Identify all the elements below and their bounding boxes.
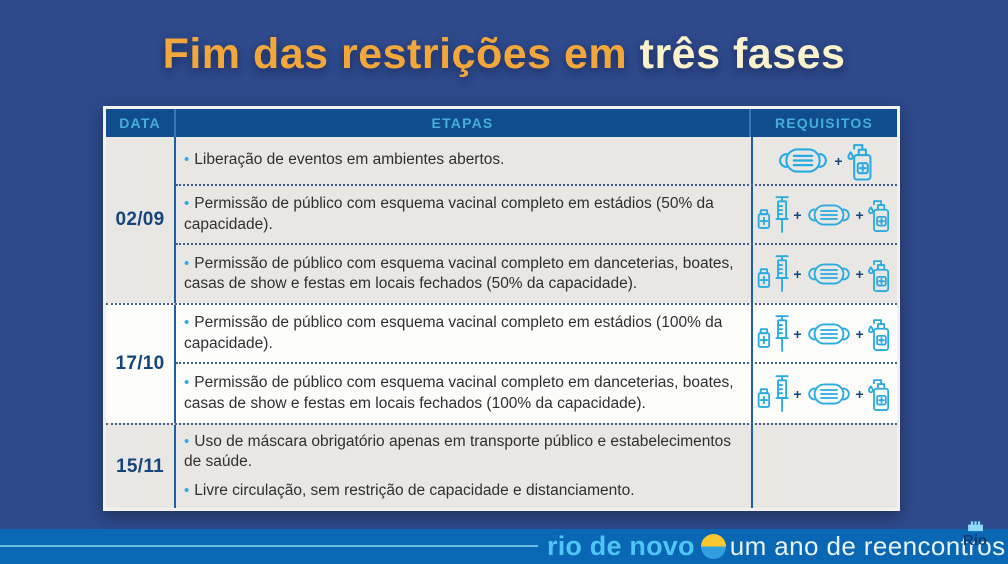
etapa-item: • Permissão de público com esquema vacina…: [184, 194, 741, 235]
mask-icon: [807, 322, 850, 345]
plus-separator: +: [834, 152, 843, 169]
sanitizer-icon: [867, 319, 889, 351]
emblem-text: Rio: [962, 532, 988, 549]
etapas-cell: • Permissão de público com esquema vacina…: [176, 245, 751, 303]
vaccine-icon: [758, 255, 789, 292]
bullet-icon: •: [184, 195, 190, 213]
footer-bar: rio de novo um ano de reencontros: [0, 529, 1008, 564]
etapa-item: • Livre circulação, sem restrição de capa…: [184, 481, 741, 501]
column-header-requisitos: REQUISITOS: [774, 115, 874, 131]
table-body: 02/09 • Liberação de eventos em ambientes …: [106, 137, 897, 509]
plus-separator: +: [793, 325, 802, 342]
group-rows: • Permissão de público com esquema vacina…: [176, 305, 897, 423]
requisitos-cell: +: [751, 137, 897, 184]
mask-icon: [807, 382, 850, 405]
etapa-item: • Permissão de público com esquema vacina…: [184, 254, 741, 295]
table-row-group: 17/10 • Permissão de público com esquema v…: [106, 303, 897, 423]
bullet-icon: •: [184, 151, 190, 169]
plus-separator: +: [793, 206, 802, 223]
date-cell: 02/09: [106, 137, 176, 303]
plus-separator: +: [855, 325, 864, 342]
bullet-icon: •: [184, 254, 190, 272]
page-title-part1: Fim das restrições em: [162, 30, 640, 78]
sanitizer-icon: [867, 379, 889, 411]
date-cell: 17/10: [106, 305, 176, 423]
table-row: • Liberação de eventos em ambientes abert…: [176, 137, 897, 184]
etapa-text: Permissão de público com esquema vacinal…: [184, 314, 723, 352]
etapas-cell: • Permissão de público com esquema vacina…: [176, 305, 751, 362]
footer-line: [0, 545, 538, 547]
vaccine-icon: [758, 195, 789, 233]
mask-icon: [807, 203, 850, 226]
date-cell: 15/11: [106, 425, 176, 509]
column-header-etapas: ETAPAS: [176, 109, 751, 137]
group-rows: • Uso de máscara obrigatório apenas em tr…: [176, 425, 897, 509]
table-header-row: DATA ETAPAS REQUISITOS: [106, 109, 897, 137]
bullet-icon: •: [184, 314, 190, 332]
group-rows: • Liberação de eventos em ambientes abert…: [176, 137, 897, 303]
etapa-item: • Permissão de público com esquema vacina…: [184, 373, 741, 414]
etapa-item: • Uso de máscara obrigatório apenas em tr…: [184, 432, 741, 473]
footer-tagline: um ano de reencontros: [729, 531, 1006, 561]
sun-icon: [700, 534, 726, 559]
etapa-text: Permissão de público com esquema vacinal…: [184, 374, 734, 412]
etapas-cell: • Permissão de público com esquema vacina…: [176, 186, 751, 243]
table-row: • Permissão de público com esquema vacina…: [176, 184, 897, 243]
table-row: • Uso de máscara obrigatório apenas em tr…: [176, 425, 897, 509]
plus-separator: +: [855, 206, 864, 223]
etapas-cell: • Liberação de eventos em ambientes abert…: [176, 137, 751, 184]
bullet-icon: •: [184, 433, 190, 450]
plus-separator: +: [855, 385, 864, 402]
mask-icon: [779, 148, 828, 173]
plus-separator: +: [793, 385, 802, 402]
requisitos-cell: [751, 425, 897, 509]
footer-content: rio de novo um ano de reencontros: [547, 529, 1006, 564]
sanitizer-icon: [867, 259, 889, 292]
bullet-icon: •: [184, 481, 190, 499]
etapa-text: Uso de máscara obrigatório apenas em tra…: [184, 433, 732, 471]
page-title-part2: três fases: [639, 30, 846, 78]
etapa-item: • Liberação de eventos em ambientes abert…: [184, 150, 741, 170]
table-row: • Permissão de público com esquema vacina…: [176, 243, 897, 303]
table-row-group: 02/09 • Liberação de eventos em ambientes …: [106, 137, 897, 303]
castle-icon: [967, 521, 983, 532]
etapas-cell: • Permissão de público com esquema vacina…: [176, 364, 751, 423]
bullet-icon: •: [184, 374, 190, 392]
etapa-item: • Permissão de público com esquema vacina…: [184, 313, 741, 354]
etapa-text: Permissão de público com esquema vacinal…: [184, 254, 734, 292]
etapa-text: Liberação de eventos em ambientes aberto…: [194, 151, 505, 169]
etapa-text: Livre circulação, sem restrição de capac…: [194, 481, 635, 499]
column-header-data: DATA: [106, 109, 176, 137]
sanitizer-icon: [867, 200, 889, 232]
plus-separator: +: [793, 266, 802, 282]
etapa-text: Permissão de público com esquema vacinal…: [184, 195, 714, 233]
plus-separator: +: [855, 266, 864, 282]
brand-logo-text: rio de novo: [547, 531, 695, 561]
table-row-group: 15/11 • Uso de máscara obrigatório apenas …: [106, 423, 897, 509]
mask-icon: [807, 263, 850, 285]
requisitos-cell: + +: [751, 305, 897, 362]
table-row: • Permissão de público com esquema vacina…: [176, 362, 897, 423]
table-row: • Permissão de público com esquema vacina…: [176, 305, 897, 362]
prefeitura-rio-logo: Rio: [954, 519, 996, 548]
etapas-cell: • Uso de máscara obrigatório apenas em tr…: [176, 425, 751, 508]
vaccine-icon: [758, 314, 789, 352]
requisitos-cell: + +: [751, 186, 897, 243]
requisitos-cell: + +: [751, 364, 897, 423]
restrictions-table: DATA ETAPAS REQUISITOS 02/09 • Liberação d…: [103, 106, 900, 512]
vaccine-icon: [758, 374, 789, 412]
requisitos-cell: + +: [751, 245, 897, 303]
page-title: Fim das restrições em três fases: [0, 30, 1008, 79]
sanitizer-icon: [846, 144, 872, 181]
